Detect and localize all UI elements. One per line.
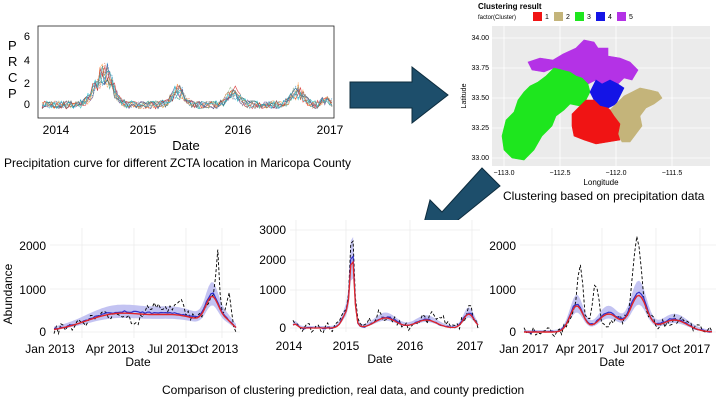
right-ytick: 2000 (489, 239, 516, 253)
cluster-map: Clustering result factor(Cluster) 1 2 3 … (461, 2, 710, 187)
left-ytick: 0 (39, 325, 46, 339)
lon-tick: −111.5 (662, 170, 683, 177)
right-xtick: Apr 2017 (556, 342, 605, 356)
right-xtick: Jul 2017 (613, 342, 659, 356)
abundance-panel: 2000 1000 0 Jan 2013 Apr 2013 Jul 2013 O… (0, 220, 720, 370)
left-xlabel: Date (125, 355, 151, 369)
middle-real-data-line (292, 240, 479, 334)
prcp-ytick: 4 (24, 55, 30, 67)
prcp-chart: 6 4 2 0 P R C P 2014 2015 2016 2017 Date (8, 25, 344, 153)
legend-swatch (596, 12, 605, 21)
right-confidence-band (524, 280, 712, 332)
lon-tick: −113.0 (493, 170, 514, 177)
right-xtick: Jan 2017 (499, 342, 549, 356)
abundance-chart-right: 2000 1000 0 Jan 2017 Apr 2017 Jul 2017 O… (489, 228, 716, 369)
cluster-region-1 (571, 99, 621, 145)
prcp-ylabel-letter: C (8, 70, 17, 85)
prcp-ylabel-letter: R (8, 54, 17, 69)
left-ytick: 2000 (19, 239, 46, 253)
legend-label: 5 (629, 14, 633, 21)
right-ytick: 0 (509, 325, 516, 339)
lon-tick: −112.0 (605, 170, 626, 177)
left-confidence-band (54, 282, 236, 331)
right-xlabel: Date (599, 355, 625, 369)
arrow-right-icon (349, 65, 449, 125)
abundance-charts: 2000 1000 0 Jan 2013 Apr 2013 Jul 2013 O… (1, 220, 716, 369)
legend-swatch (617, 12, 626, 21)
right-xtick: Oct 2017 (662, 342, 711, 356)
middle-ytick: 2000 (259, 253, 286, 267)
middle-xtick: 2017 (457, 339, 484, 353)
legend-label: 1 (545, 14, 549, 21)
cluster-title: Clustering result (478, 2, 542, 11)
right-cluster-prediction-line (524, 294, 713, 333)
cluster-legend: 1 2 3 4 5 (533, 12, 633, 21)
left-county-prediction-line (53, 292, 237, 330)
middle-xtick: 2015 (333, 339, 360, 353)
cluster-region-3 (501, 67, 591, 161)
cluster-map-panel: Clustering result factor(Cluster) 1 2 3 … (458, 0, 720, 205)
prcp-xtick: 2017 (317, 123, 344, 137)
prcp-ytick: 2 (24, 78, 30, 90)
middle-ytick: 1000 (259, 283, 286, 297)
left-xtick: Jan 2013 (25, 342, 75, 356)
prcp-ytick: 6 (24, 31, 30, 43)
lat-tick: 34.00 (471, 35, 489, 42)
comparison-caption: Comparison of clustering prediction, rea… (162, 383, 525, 397)
cluster-regions (501, 39, 663, 161)
left-cluster-prediction-line (53, 296, 237, 331)
legend-label: 3 (587, 14, 591, 21)
lon-label: Longitude (583, 178, 619, 187)
prcp-caption: Precipitation curve for different ZCTA l… (4, 156, 352, 170)
abundance-ylabel: Abundance (1, 263, 15, 324)
lat-label: Latitude (461, 83, 468, 108)
abundance-chart-left: 2000 1000 0 Jan 2013 Apr 2013 Jul 2013 O… (1, 228, 240, 369)
middle-xtick: 2016 (397, 339, 424, 353)
prcp-xtick: 2015 (130, 123, 157, 137)
legend-swatch (533, 12, 542, 21)
right-ytick: 1000 (489, 283, 516, 297)
prcp-xtick: 2014 (43, 123, 70, 137)
prcp-series-line (41, 66, 333, 110)
prcp-ytick: 0 (24, 99, 30, 111)
prcp-series-line (41, 71, 333, 110)
middle-ytick: 0 (279, 321, 286, 335)
prcp-series-line (41, 65, 333, 110)
middle-xtick: 2014 (276, 339, 303, 353)
legend-label: 4 (608, 14, 612, 21)
cluster-legend-label: factor(Cluster) (478, 15, 516, 21)
legend-swatch (554, 12, 563, 21)
prcp-series (41, 62, 333, 110)
middle-ytick: 3000 (259, 223, 286, 237)
lat-tick: 33.00 (471, 155, 489, 162)
cluster-caption: Clustering based on precipitation data (503, 189, 705, 203)
prcp-xlabel: Date (172, 138, 199, 153)
legend-label: 2 (566, 14, 570, 21)
middle-xlabel: Date (367, 352, 393, 366)
left-xtick: Jul 2013 (147, 342, 193, 356)
legend-swatch (575, 12, 584, 21)
lat-tick: 33.25 (471, 125, 489, 132)
prcp-ylabel-letter: P (8, 38, 17, 53)
left-xtick: Oct 2013 (190, 342, 239, 356)
lat-tick: 33.50 (471, 95, 489, 102)
prcp-ylabel-letter: P (8, 86, 17, 101)
cluster-region-4 (589, 79, 625, 109)
abundance-chart-middle: 3000 2000 1000 0 2014 2015 2016 2017 Dat… (259, 220, 484, 366)
left-xtick: Apr 2013 (86, 342, 135, 356)
lon-tick: −112.5 (549, 170, 570, 177)
middle-cluster-prediction-line (292, 260, 479, 329)
left-ytick: 1000 (19, 283, 46, 297)
lat-tick: 33.75 (471, 65, 489, 72)
prcp-panel: 6 4 2 0 P R C P 2014 2015 2016 2017 Date (0, 0, 360, 175)
prcp-xtick: 2016 (225, 123, 252, 137)
